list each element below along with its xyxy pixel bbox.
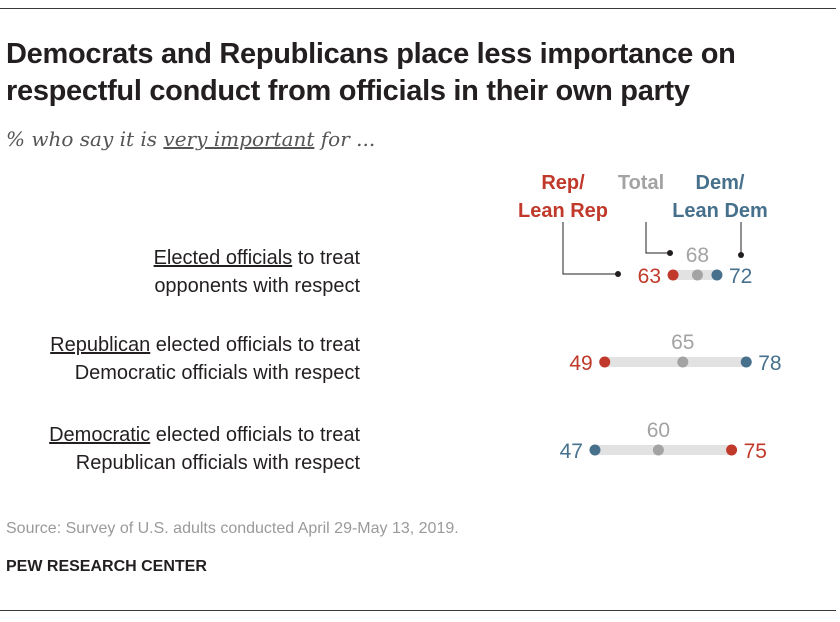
category-3-line1: elected officials to treat — [150, 424, 360, 446]
title-line-2: respectful conduct from officials in the… — [6, 75, 690, 107]
legend-rep-line2: Lean Rep — [517, 200, 609, 222]
subtitle-emphasis: very important — [163, 127, 315, 151]
category-2-line2: Democratic officials with respect — [74, 362, 360, 384]
dot-dem-1 — [711, 269, 723, 281]
value-label-total-2: 65 — [671, 331, 694, 354]
source-note: Source: Survey of U.S. adults conducted … — [6, 520, 459, 537]
value-label-total-3: 60 — [647, 419, 670, 442]
value-label-dem-2: 78 — [758, 352, 781, 375]
category-label-3: Democratic elected officials to treat Re… — [49, 421, 360, 477]
chart-title: Democrats and Republicans place less imp… — [6, 36, 736, 110]
leader-dot-rep — [615, 271, 621, 277]
legend-dem-line1: Dem/ — [695, 172, 745, 194]
legend-rep: Rep/ Lean Rep — [518, 169, 608, 225]
category-2-emphasis: Republican — [50, 334, 151, 356]
chart-subtitle: % who say it is very important for ... — [6, 127, 375, 151]
title-line-1: Democrats and Republicans place less imp… — [6, 38, 736, 70]
leader-dot-total — [667, 250, 673, 256]
value-label-rep-3: 75 — [744, 440, 767, 463]
legend-total: Total — [618, 169, 664, 197]
category-1-emphasis: Elected officials — [153, 247, 293, 269]
legend-total-line1: Total — [617, 172, 665, 194]
value-label-dem-1: 72 — [729, 265, 752, 288]
brand-label: PEW RESEARCH CENTER — [6, 558, 207, 575]
dot-rep-1 — [667, 269, 679, 281]
dot-dem-3 — [589, 444, 601, 456]
dot-rep-3 — [726, 444, 738, 456]
dot-dem-2 — [740, 356, 752, 368]
category-3-line2: Republican officials with respect — [75, 452, 360, 474]
subtitle-text: % who say it is — [6, 127, 164, 151]
dot-total-2 — [677, 356, 689, 368]
leader-dot-dem — [738, 252, 744, 258]
range-bar-2 — [604, 357, 747, 367]
legend-rep-line1: Rep/ — [541, 172, 585, 194]
legend-dem: Dem/ Lean Dem — [672, 169, 768, 225]
category-3-emphasis: Democratic — [49, 424, 151, 446]
dot-total-1 — [691, 269, 703, 281]
category-label-2: Republican elected officials to treat De… — [50, 331, 360, 387]
dot-rep-2 — [599, 356, 611, 368]
value-label-rep-2: 49 — [569, 352, 592, 375]
value-label-dem-3: 47 — [560, 440, 583, 463]
value-label-total-1: 68 — [686, 244, 709, 267]
legend-dem-line2: Lean Dem — [672, 200, 768, 222]
category-2-line1: elected officials to treat — [150, 334, 360, 356]
bottom-rule — [0, 610, 836, 611]
subtitle-text-end: for ... — [314, 127, 376, 151]
value-label-rep-1: 63 — [638, 265, 661, 288]
category-label-1: Elected officials to treat opponents wit… — [154, 244, 360, 300]
category-1-line2: opponents with respect — [154, 275, 360, 297]
leader-line-total — [645, 222, 670, 254]
top-rule — [0, 8, 836, 9]
dot-total-3 — [652, 444, 664, 456]
category-1-line1: to treat — [292, 247, 360, 269]
leader-line-rep — [562, 222, 618, 275]
